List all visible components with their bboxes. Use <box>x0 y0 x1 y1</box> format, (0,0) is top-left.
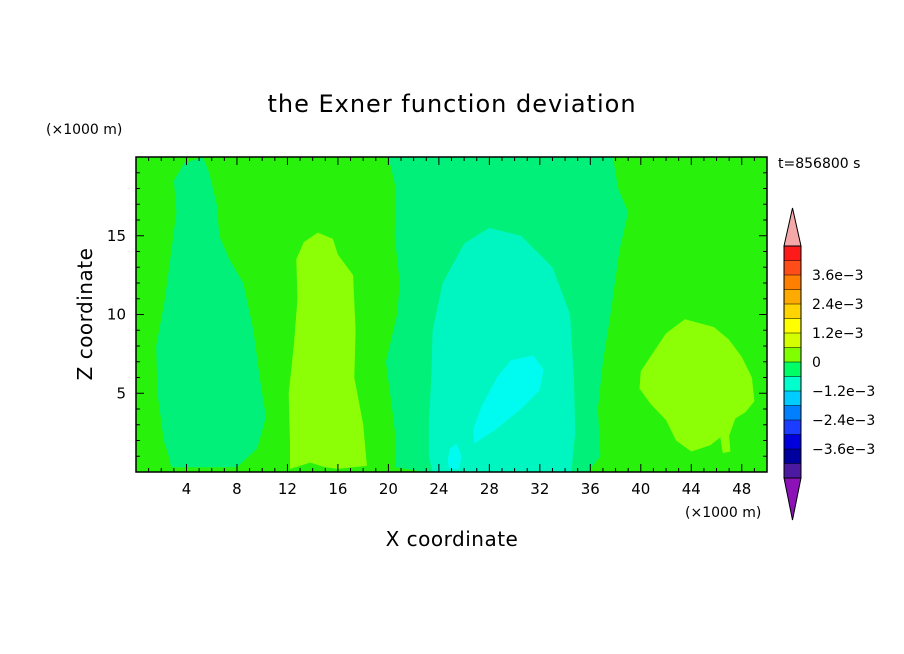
contour-region-right-positive-blob <box>639 319 755 454</box>
x-tick-label: 16 <box>328 480 347 498</box>
contour-region-central-core-negative <box>473 355 544 444</box>
plot-area <box>136 157 767 472</box>
x-tick-label: 32 <box>530 480 549 498</box>
colorbar-swatch <box>784 246 801 261</box>
colorbar-swatch <box>784 333 801 348</box>
x-tick-label: 28 <box>480 480 499 498</box>
colorbar-swatch <box>784 391 801 406</box>
colorbar-swatch <box>784 304 801 319</box>
x-tick-label: 36 <box>581 480 600 498</box>
contour-region-left-negative-column <box>156 157 266 468</box>
contour-region-left-positive-column <box>288 232 367 469</box>
x-tick-label: 24 <box>429 480 448 498</box>
x-tick-label: 40 <box>631 480 650 498</box>
contour-region-small-negative-spot <box>447 443 462 469</box>
x-tick-label: 48 <box>732 480 751 498</box>
colorbar-swatch <box>784 275 801 290</box>
contour-region-central-deeper-negative <box>428 227 576 472</box>
x-tick-label: 8 <box>232 480 242 498</box>
colorbar-swatch <box>784 434 801 449</box>
colorbar-swatch <box>784 260 801 275</box>
x-tick-label: 4 <box>182 480 192 498</box>
y-tick-label: 5 <box>116 384 126 402</box>
colorbar-label: −1.2e−3 <box>812 384 875 400</box>
y-tick-label: 10 <box>107 306 126 324</box>
colorbar: 3.6e−3 2.4e−3 1.2e−3 0 −1.2e−3 −2.4e−3 −3.6e−3 <box>783 207 875 521</box>
x-tick-label: 44 <box>682 480 701 498</box>
colorbar-label: 2.4e−3 <box>812 297 864 313</box>
y-unit-label: (×1000 m) <box>46 122 122 138</box>
colorbar-swatch <box>784 405 801 420</box>
colorbar-under-arrow <box>783 477 802 521</box>
colorbar-swatch <box>784 420 801 435</box>
colorbar-swatch <box>784 318 801 333</box>
y-tick-label: 15 <box>107 227 126 245</box>
colorbar-swatch <box>784 347 801 362</box>
x-unit-label: (×1000 m) <box>685 505 761 521</box>
x-tick-label: 20 <box>379 480 398 498</box>
y-axis-label: Z coordinate <box>73 248 97 381</box>
colorbar-swatch <box>784 376 801 391</box>
colorbar-swatch <box>784 289 801 304</box>
chart-title: the Exner function deviation <box>267 90 636 118</box>
colorbar-label: 1.2e−3 <box>812 326 864 342</box>
x-tick-label: 12 <box>278 480 297 498</box>
colorbar-label: −3.6e−3 <box>812 442 875 458</box>
colorbar-label: 0 <box>812 355 821 371</box>
colorbar-over-arrow <box>783 207 802 247</box>
colorbar-swatch <box>784 463 801 478</box>
colorbar-label: −2.4e−3 <box>812 413 875 429</box>
x-axis-label: X coordinate <box>386 527 519 551</box>
colorbar-swatch <box>784 362 801 377</box>
colorbar-swatch <box>784 449 801 464</box>
colorbar-label: 3.6e−3 <box>812 268 864 284</box>
time-label: t=856800 s <box>778 156 860 172</box>
